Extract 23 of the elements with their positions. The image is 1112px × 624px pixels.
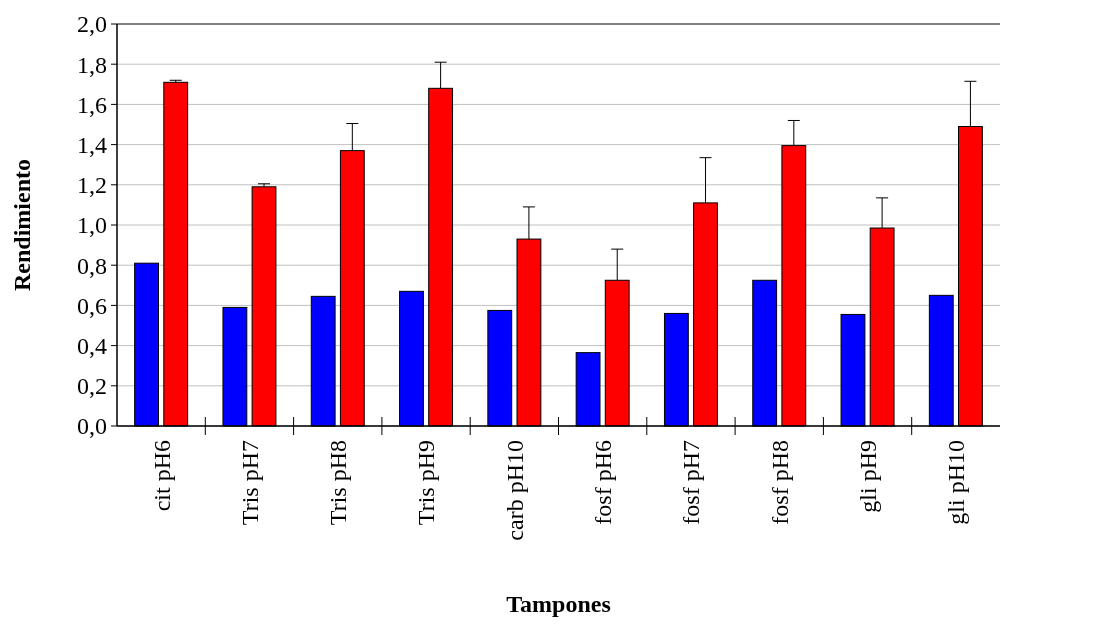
y-tick-label: 0,2 xyxy=(77,373,107,400)
y-tick-label: 1,0 xyxy=(77,212,107,239)
x-tick-label: gli pH10 xyxy=(943,440,970,525)
x-tick-label: cit pH6 xyxy=(148,440,175,512)
x-tick-label: fosf pH8 xyxy=(766,440,793,525)
y-tick-label: 0,4 xyxy=(77,333,107,359)
y-tick-label: 0,0 xyxy=(77,413,107,440)
x-tick-label: carb pH10 xyxy=(501,440,528,541)
x-axis-title: Tampones xyxy=(506,591,611,617)
x-tick-label: Tris pH9 xyxy=(413,440,440,526)
y-tick-label: 1,4 xyxy=(77,132,107,158)
y-tick-label: 1,2 xyxy=(77,172,107,199)
y-axis-title: Rendimiento xyxy=(9,159,35,291)
y-tick-label: 0,8 xyxy=(77,252,107,279)
y-tick-label: 0,6 xyxy=(77,292,107,319)
x-tick-label: fosf pH6 xyxy=(590,440,617,525)
x-tick-label: gli pH9 xyxy=(854,440,881,513)
y-tick-label: 1,6 xyxy=(77,91,107,118)
x-tick-label: Tris pH8 xyxy=(325,440,352,526)
y-tick-label: 1,8 xyxy=(77,51,107,78)
x-tick-label: fosf pH7 xyxy=(678,440,705,525)
y-tick-label: 2,0 xyxy=(77,11,107,38)
x-tick-label: Tris pH7 xyxy=(236,440,263,526)
